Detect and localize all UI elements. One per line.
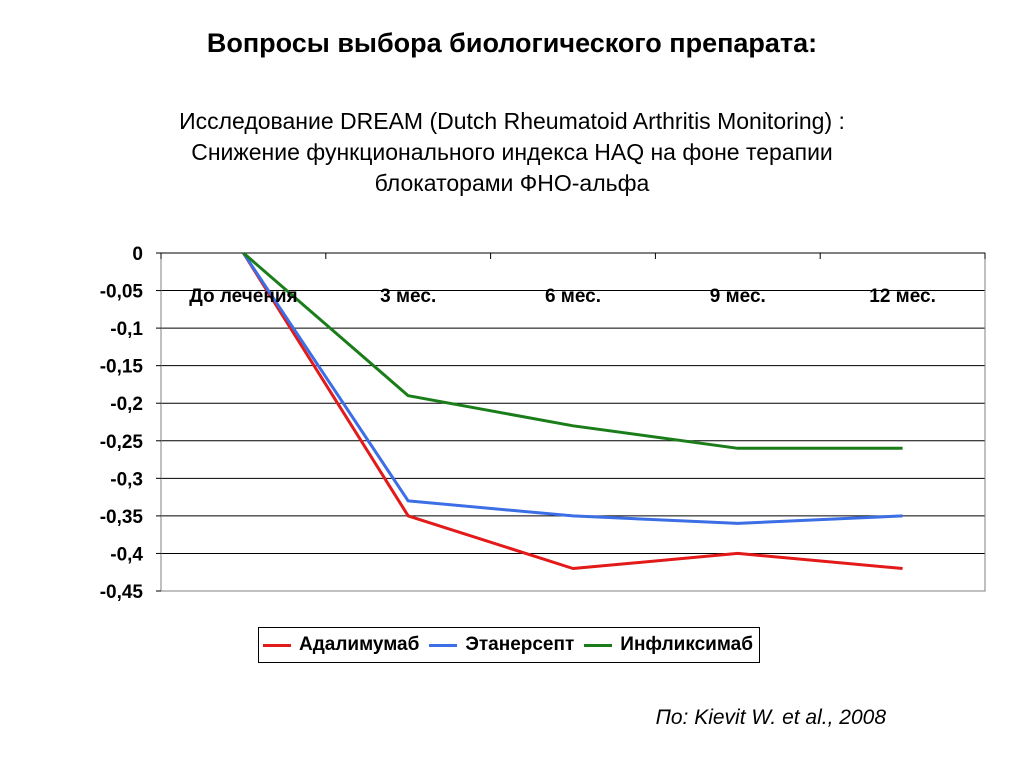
legend-label: Адалимумаб (299, 634, 420, 655)
grid-lines (161, 290, 985, 554)
x-tick-label: 6 мес. (545, 286, 601, 307)
slide-title: Вопросы выбора биологического препарата: (206, 28, 818, 58)
x-tick-label: 9 мес. (710, 286, 766, 307)
legend-swatch (429, 643, 458, 647)
y-tick-label: -0,1 (110, 319, 143, 340)
tick-labels: 0 -0,05 -0,1 -0,15 -0,2 -0,25 -0,3 -0,35 -0,4 -0,… (100, 244, 936, 603)
y-tick-label: -0,45 (100, 582, 144, 603)
legend-entry: Адалимумаб (263, 634, 419, 656)
subtitle-line: блокаторами ФНО-альфа (374, 170, 650, 196)
x-tick-label: 3 мес. (380, 286, 436, 307)
source-citation: По: Kievit W. et al., 2008 (655, 706, 886, 729)
line-chart: 0 -0,05 -0,1 -0,15 -0,2 -0,25 -0,3 -0,35 -0,4 -0,… (100, 244, 986, 603)
y-tick-label: -0,2 (110, 394, 143, 415)
series-line (242, 252, 903, 525)
legend-label: Этанерсепт (465, 634, 575, 655)
legend-entry: Этанерсепт (429, 634, 574, 656)
y-tick-label: -0,25 (100, 432, 144, 453)
x-tick-label: До лечения (189, 286, 297, 307)
y-tick-label: -0,3 (110, 469, 143, 490)
subtitle-line: Снижение функционального индекса HAQ на … (191, 139, 833, 165)
series-line (242, 252, 903, 570)
y-tick-label: -0,15 (100, 357, 144, 378)
axes (156, 252, 986, 592)
legend-entry: Инфликсимаб (584, 634, 753, 656)
series-lines (242, 251, 903, 570)
subtitle-line: Исследование DREAM (Dutch Rheumatoid Art… (179, 108, 845, 134)
slide-subtitle: Исследование DREAM (Dutch Rheumatoid Art… (60, 106, 964, 199)
series-line (242, 251, 903, 450)
y-tick-label: -0,4 (110, 544, 143, 565)
legend-swatch (584, 643, 613, 647)
legend-label: Инфликсимаб (620, 634, 753, 655)
x-tick-label: 12 мес. (869, 286, 936, 307)
chart-legend: Адалимумаб Этанерсепт Инфликсимаб (258, 627, 760, 663)
y-tick-label: 0 (132, 244, 143, 265)
y-tick-label: -0,35 (100, 507, 144, 528)
y-tick-label: -0,05 (100, 282, 144, 303)
legend-swatch (263, 643, 291, 647)
